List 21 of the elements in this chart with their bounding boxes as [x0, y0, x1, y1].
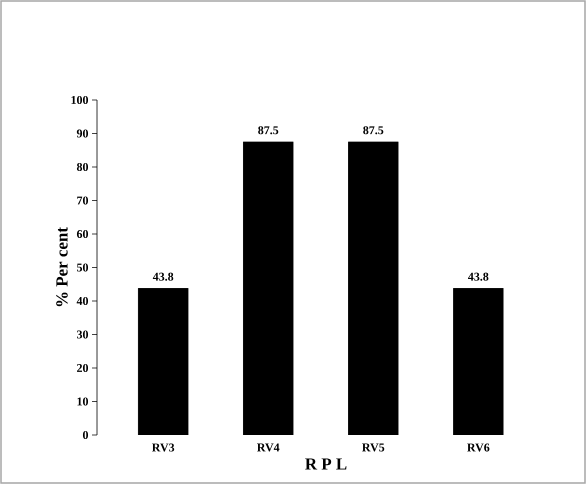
y-tick-label: 90: [76, 129, 88, 138]
y-tick-label: 50: [77, 263, 88, 272]
y-axis-title: % Per cent: [56, 227, 68, 306]
x-tick-label: RV5: [362, 444, 384, 452]
y-tick-label: 20: [77, 364, 88, 372]
x-axis-title: R P L: [305, 458, 346, 470]
data-label: 87.5: [363, 126, 384, 134]
x-tick-label: RV3: [152, 444, 174, 452]
y-tick-label: 70: [77, 196, 88, 205]
data-label: 43.8: [468, 272, 488, 281]
y-tick-label: 30: [76, 330, 88, 339]
y-tick-label: 0: [82, 430, 88, 440]
data-label: 87.5: [258, 126, 278, 134]
y-tick-label: 80: [76, 162, 88, 172]
x-tick-label: RV4: [257, 444, 280, 452]
data-label: 43.8: [152, 272, 174, 281]
y-tick-label: 40: [76, 296, 88, 306]
y-tick-label: 100: [72, 96, 88, 104]
y-tick-label: 60: [76, 230, 88, 238]
x-tick-label: RV6: [467, 444, 490, 452]
y-tick-label: 10: [77, 397, 88, 406]
